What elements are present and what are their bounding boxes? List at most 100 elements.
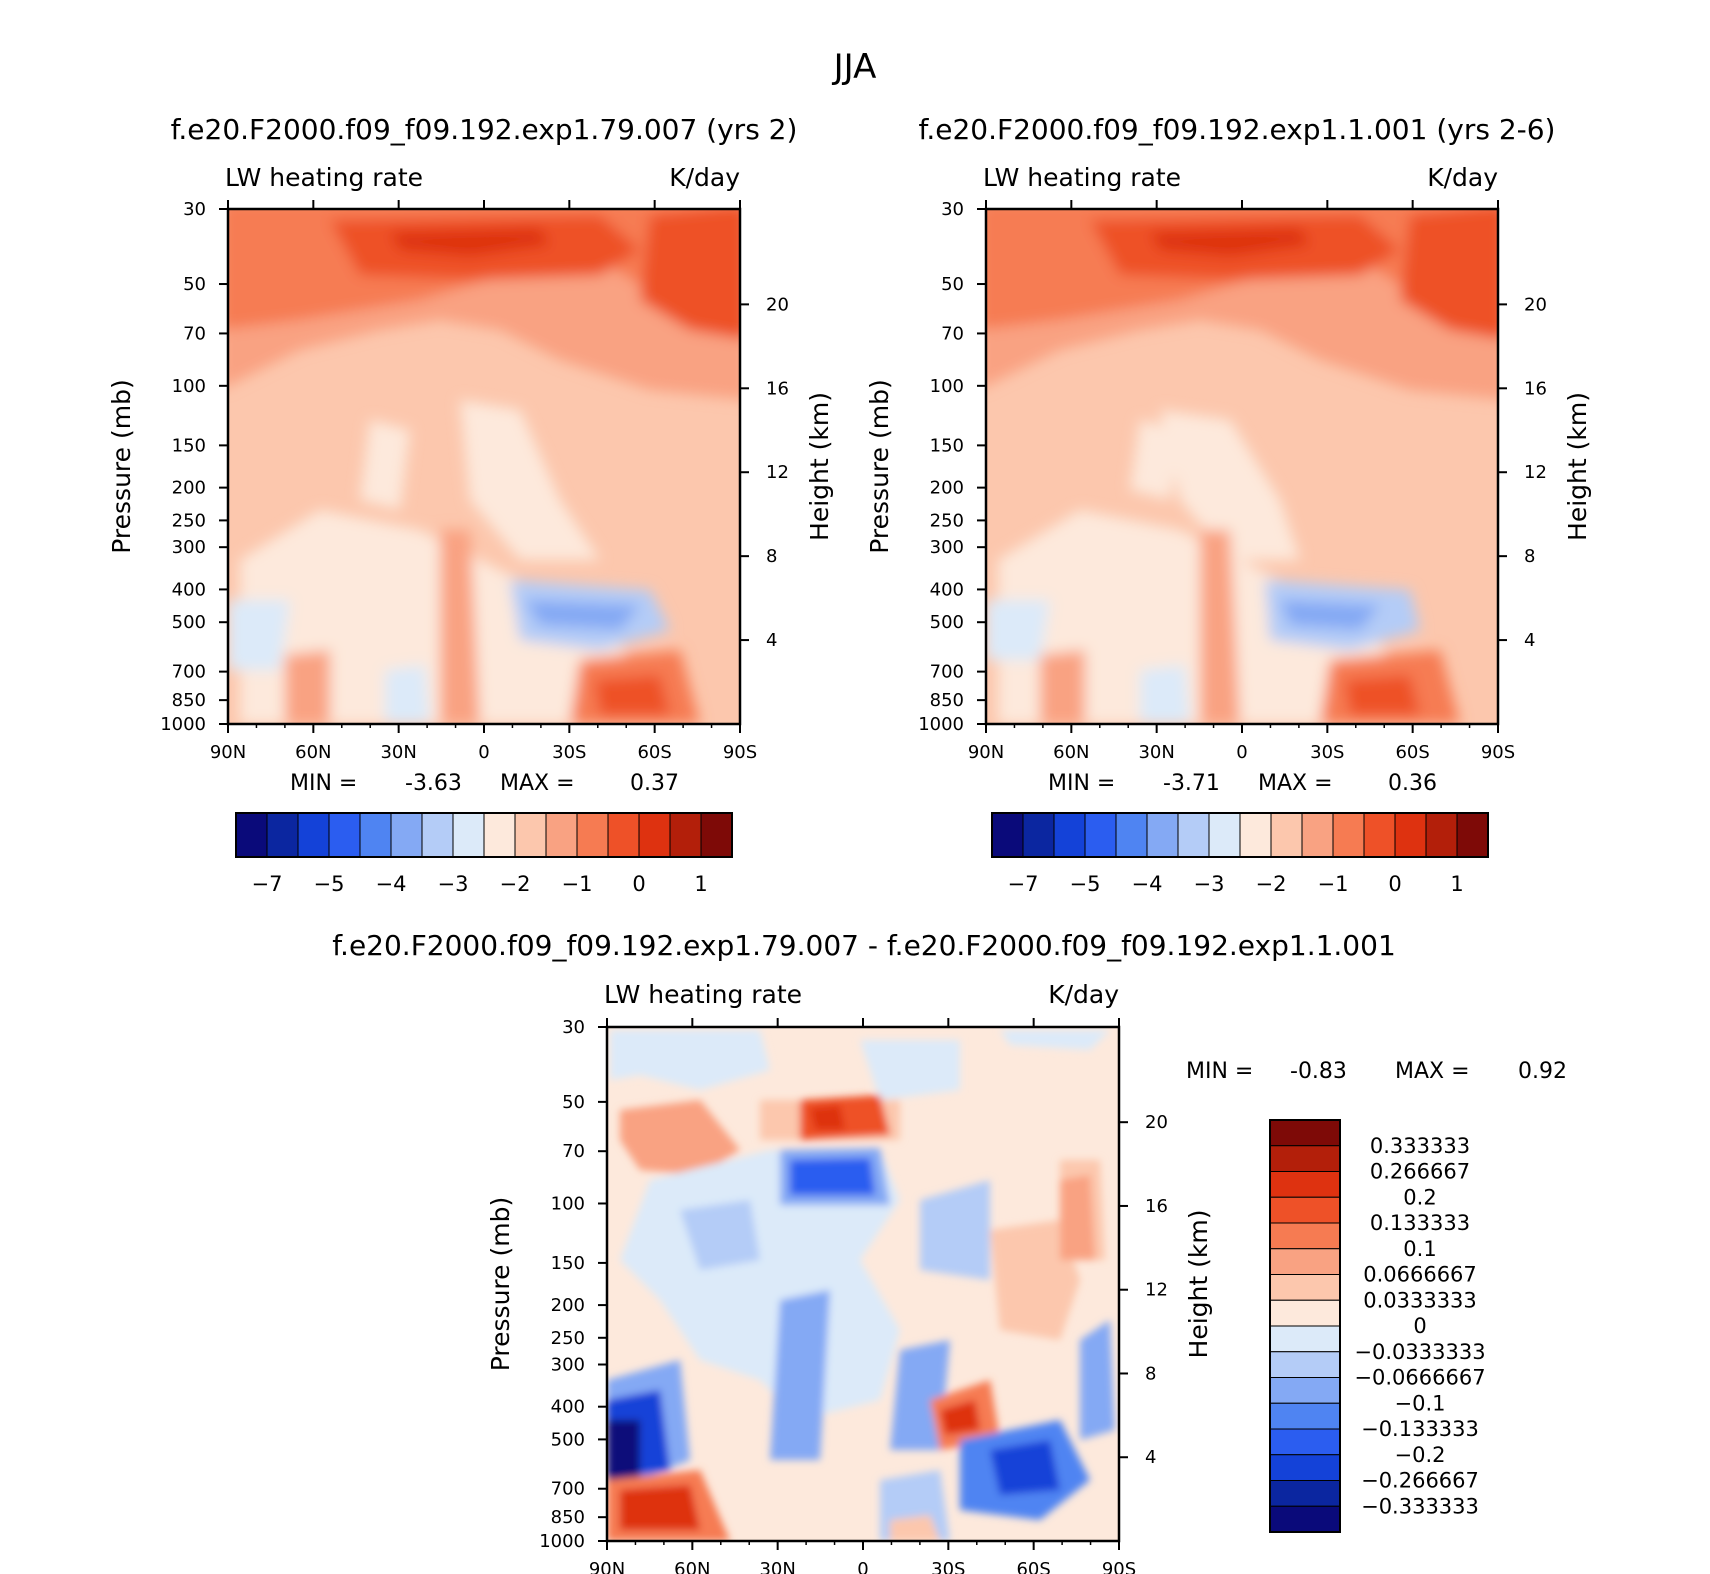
x-tick-label: 0: [857, 1559, 868, 1574]
y2-tick-label: 4: [1524, 630, 1535, 651]
y-tick-label: 150: [930, 435, 964, 456]
colorbar-label: −2: [500, 872, 531, 896]
colorbar-label: −0.133333: [1361, 1417, 1479, 1441]
colorbar-label: −0.2: [1395, 1443, 1446, 1467]
y2-tick-label: 8: [1524, 546, 1535, 567]
colorbar-box: [235, 812, 268, 858]
panel-2-colorbar: −7 −5 −4 −3 −2 −1 0 1: [991, 812, 1489, 896]
colorbar-box: [1456, 812, 1489, 858]
colorbar-box: [638, 812, 671, 858]
colorbar-label: −5: [314, 872, 345, 896]
colorbar-box: [1053, 812, 1086, 858]
y-tick-label: 100: [930, 376, 964, 397]
y-tick-label: 150: [172, 435, 206, 456]
colorbar-label: 0.1: [1403, 1237, 1436, 1261]
colorbar-label: 0.333333: [1370, 1134, 1470, 1158]
colorbar-label: −7: [1008, 872, 1039, 896]
colorbar-box: [1269, 1274, 1341, 1301]
x-tick-label: 90N: [968, 742, 1004, 763]
colorbar-label: −3: [1194, 872, 1225, 896]
colorbar-box: [1269, 1480, 1341, 1507]
colorbar-label: 1: [694, 872, 707, 896]
colorbar-label: −5: [1070, 872, 1101, 896]
y2-tick-label: 8: [766, 546, 777, 567]
y2-tick-label: 8: [1145, 1363, 1156, 1384]
panel-2-contour-field: [986, 209, 1498, 724]
y2-tick-label: 20: [766, 294, 789, 315]
colorbar-label: −0.0333333: [1354, 1340, 1485, 1364]
y-tick-label: 700: [551, 1479, 585, 1500]
y2-tick-label: 20: [1145, 1112, 1168, 1133]
y-tick-label: 70: [941, 323, 964, 344]
colorbar-box: [1177, 812, 1210, 858]
panel-1-colorbar: −7 −5 −4 −3 −2 −1 0 1: [235, 812, 733, 896]
y-tick-label: 1000: [539, 1531, 585, 1552]
y2-tick-label: 16: [1524, 378, 1547, 399]
colorbar-box: [669, 812, 702, 858]
panel-1-max-value: 0.37: [630, 771, 679, 796]
colorbar-box: [1394, 812, 1427, 858]
panel-3-min-value: -0.83: [1290, 1059, 1347, 1084]
x-tick-label: 60N: [674, 1559, 710, 1574]
x-tick-label: 90S: [723, 742, 757, 763]
x-tick-label: 0: [478, 742, 489, 763]
y-tick-label: 300: [172, 537, 206, 558]
colorbar-label: 0.133333: [1370, 1211, 1470, 1235]
panel-1-axes: 90N 60N 30N 0 30S 60S 90S 30 50 70 100 150 200 250 300…: [107, 199, 834, 763]
colorbar-box: [576, 812, 609, 858]
y-tick-label: 50: [183, 274, 206, 295]
y-axis-title: Pressure (mb): [865, 379, 894, 553]
colorbar-box: [390, 812, 423, 858]
y-tick-label: 700: [172, 662, 206, 683]
y-axis-title: Pressure (mb): [107, 379, 136, 553]
colorbar-box: [1084, 812, 1117, 858]
panel-3-min-label: MIN =: [1186, 1059, 1253, 1084]
y2-axis-title: Height (km): [1184, 1210, 1213, 1359]
y2-tick-label: 4: [1145, 1447, 1156, 1468]
colorbar-box: [607, 812, 640, 858]
y-tick-label: 50: [941, 274, 964, 295]
panel-2: f.e20.F2000.f09_f09.192.exp1.1.001 (yrs …: [865, 113, 1592, 896]
colorbar-box: [1269, 1119, 1341, 1147]
y2-axis-title: Height (km): [805, 392, 834, 541]
y2-tick-label: 4: [766, 630, 777, 651]
colorbar-label: −1: [562, 872, 593, 896]
colorbar-box: [1269, 1428, 1341, 1456]
x-tick-label: 30N: [759, 1559, 795, 1574]
colorbar-label: 1: [1450, 872, 1463, 896]
colorbar-box: [514, 812, 547, 858]
y-tick-label: 30: [183, 199, 206, 220]
y-axis-title: Pressure (mb): [486, 1197, 515, 1371]
panel-3-max-label: MAX =: [1395, 1059, 1470, 1084]
colorbar-box: [1332, 812, 1365, 858]
panel-1-right-label: K/day: [669, 163, 740, 192]
y-tick-label: 850: [930, 690, 964, 711]
y2-tick-label: 16: [1145, 1196, 1168, 1217]
colorbar-label: 0: [1388, 872, 1401, 896]
colorbar-label: −4: [376, 872, 407, 896]
y-tick-label: 850: [551, 1507, 585, 1528]
panel-1-contour-field: [228, 209, 740, 724]
panel-1-title: f.e20.F2000.f09_f09.192.exp1.79.007 (yrs…: [171, 113, 798, 146]
panel-1: f.e20.F2000.f09_f09.192.exp1.79.007 (yrs…: [107, 113, 834, 896]
y-tick-label: 250: [172, 510, 206, 531]
y-tick-label: 250: [551, 1328, 585, 1349]
y-tick-label: 500: [551, 1429, 585, 1450]
y-tick-label: 200: [172, 478, 206, 499]
y2-axis-title: Height (km): [1563, 392, 1592, 541]
panel-2-min-label: MIN =: [1048, 771, 1115, 796]
colorbar-box: [1269, 1377, 1341, 1404]
colorbar-box: [297, 812, 330, 858]
colorbar-label: 0.266667: [1370, 1160, 1470, 1184]
colorbar-box: [1301, 812, 1334, 858]
y-tick-label: 30: [941, 199, 964, 220]
panel-2-min-value: -3.71: [1163, 771, 1220, 796]
colorbar-box: [1022, 812, 1055, 858]
x-tick-label: 30S: [552, 742, 586, 763]
colorbar-box: [1269, 1171, 1341, 1198]
y-tick-label: 70: [183, 323, 206, 344]
colorbar-label: −0.1: [1395, 1391, 1446, 1415]
x-tick-label: 90S: [1481, 742, 1515, 763]
panel-3-colorbar: 0.3333330.2666670.20.1333330.10.06666670…: [1269, 1119, 1486, 1533]
